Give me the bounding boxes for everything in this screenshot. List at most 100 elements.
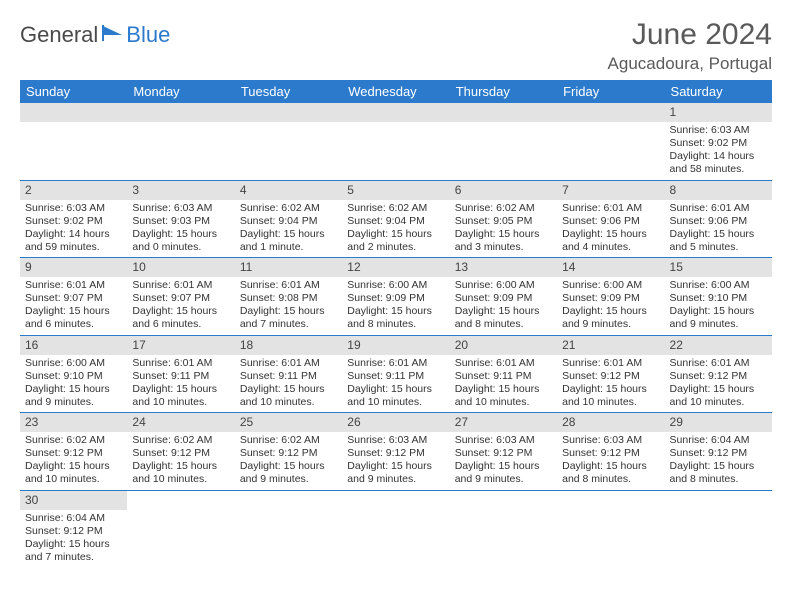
day-body: Sunrise: 6:01 AMSunset: 9:08 PMDaylight:… — [235, 277, 342, 335]
calendar-cell: 11Sunrise: 6:01 AMSunset: 9:08 PMDayligh… — [235, 258, 342, 336]
sunrise-text: Sunrise: 6:04 AM — [25, 512, 123, 525]
sunrise-text: Sunrise: 6:01 AM — [25, 279, 123, 292]
sunrise-text: Sunrise: 6:01 AM — [562, 202, 660, 215]
calendar-row: 16Sunrise: 6:00 AMSunset: 9:10 PMDayligh… — [20, 335, 772, 413]
sunrise-text: Sunrise: 6:02 AM — [240, 202, 338, 215]
sunrise-text: Sunrise: 6:03 AM — [455, 434, 553, 447]
day-number-bar — [235, 103, 342, 122]
day-body: Sunrise: 6:01 AMSunset: 9:11 PMDaylight:… — [235, 355, 342, 413]
sunrise-text: Sunrise: 6:02 AM — [25, 434, 123, 447]
calendar-cell — [450, 490, 557, 567]
calendar-cell: 21Sunrise: 6:01 AMSunset: 9:12 PMDayligh… — [557, 335, 664, 413]
day-number: 6 — [450, 181, 557, 200]
day-body: Sunrise: 6:02 AMSunset: 9:04 PMDaylight:… — [342, 200, 449, 258]
calendar-cell: 22Sunrise: 6:01 AMSunset: 9:12 PMDayligh… — [665, 335, 772, 413]
sunrise-text: Sunrise: 6:01 AM — [670, 357, 768, 370]
sunset-text: Sunset: 9:12 PM — [25, 447, 123, 460]
day-number: 12 — [342, 258, 449, 277]
day-number-bar — [557, 491, 664, 510]
day-body: Sunrise: 6:00 AMSunset: 9:10 PMDaylight:… — [20, 355, 127, 413]
day-header: Saturday — [665, 80, 772, 103]
sunrise-text: Sunrise: 6:00 AM — [670, 279, 768, 292]
day-header: Monday — [127, 80, 234, 103]
daylight-text: Daylight: 15 hours and 10 minutes. — [240, 383, 338, 409]
daylight-text: Daylight: 15 hours and 10 minutes. — [455, 383, 553, 409]
month-title: June 2024 — [608, 18, 772, 52]
daylight-text: Daylight: 15 hours and 6 minutes. — [132, 305, 230, 331]
day-header: Wednesday — [342, 80, 449, 103]
day-number: 27 — [450, 413, 557, 432]
sunset-text: Sunset: 9:08 PM — [240, 292, 338, 305]
day-body: Sunrise: 6:01 AMSunset: 9:11 PMDaylight:… — [450, 355, 557, 413]
sunset-text: Sunset: 9:11 PM — [455, 370, 553, 383]
location-label: Agucadoura, Portugal — [608, 54, 772, 74]
calendar-cell — [450, 103, 557, 180]
sunrise-text: Sunrise: 6:01 AM — [670, 202, 768, 215]
calendar-cell: 12Sunrise: 6:00 AMSunset: 9:09 PMDayligh… — [342, 258, 449, 336]
day-header-row: Sunday Monday Tuesday Wednesday Thursday… — [20, 80, 772, 103]
day-number: 8 — [665, 181, 772, 200]
daylight-text: Daylight: 15 hours and 0 minutes. — [132, 228, 230, 254]
sunset-text: Sunset: 9:03 PM — [132, 215, 230, 228]
calendar-cell: 24Sunrise: 6:02 AMSunset: 9:12 PMDayligh… — [127, 413, 234, 491]
day-body: Sunrise: 6:01 AMSunset: 9:06 PMDaylight:… — [665, 200, 772, 258]
sunset-text: Sunset: 9:04 PM — [240, 215, 338, 228]
calendar-cell: 5Sunrise: 6:02 AMSunset: 9:04 PMDaylight… — [342, 180, 449, 258]
day-body: Sunrise: 6:00 AMSunset: 9:09 PMDaylight:… — [450, 277, 557, 335]
day-body: Sunrise: 6:03 AMSunset: 9:03 PMDaylight:… — [127, 200, 234, 258]
day-number: 14 — [557, 258, 664, 277]
day-number: 16 — [20, 336, 127, 355]
daylight-text: Daylight: 15 hours and 5 minutes. — [670, 228, 768, 254]
calendar-cell: 30Sunrise: 6:04 AMSunset: 9:12 PMDayligh… — [20, 490, 127, 567]
day-body: Sunrise: 6:01 AMSunset: 9:06 PMDaylight:… — [557, 200, 664, 258]
day-body: Sunrise: 6:03 AMSunset: 9:12 PMDaylight:… — [342, 432, 449, 490]
calendar-cell: 17Sunrise: 6:01 AMSunset: 9:11 PMDayligh… — [127, 335, 234, 413]
calendar-cell: 25Sunrise: 6:02 AMSunset: 9:12 PMDayligh… — [235, 413, 342, 491]
daylight-text: Daylight: 15 hours and 2 minutes. — [347, 228, 445, 254]
day-body: Sunrise: 6:02 AMSunset: 9:12 PMDaylight:… — [235, 432, 342, 490]
calendar-cell: 29Sunrise: 6:04 AMSunset: 9:12 PMDayligh… — [665, 413, 772, 491]
day-body: Sunrise: 6:01 AMSunset: 9:11 PMDaylight:… — [342, 355, 449, 413]
sunset-text: Sunset: 9:12 PM — [132, 447, 230, 460]
day-header: Friday — [557, 80, 664, 103]
calendar-cell: 4Sunrise: 6:02 AMSunset: 9:04 PMDaylight… — [235, 180, 342, 258]
day-number: 29 — [665, 413, 772, 432]
sunset-text: Sunset: 9:09 PM — [347, 292, 445, 305]
day-body: Sunrise: 6:00 AMSunset: 9:10 PMDaylight:… — [665, 277, 772, 335]
calendar-cell: 14Sunrise: 6:00 AMSunset: 9:09 PMDayligh… — [557, 258, 664, 336]
calendar-table: Sunday Monday Tuesday Wednesday Thursday… — [20, 80, 772, 567]
daylight-text: Daylight: 15 hours and 10 minutes. — [132, 383, 230, 409]
sunrise-text: Sunrise: 6:01 AM — [240, 357, 338, 370]
day-number: 18 — [235, 336, 342, 355]
sunrise-text: Sunrise: 6:01 AM — [240, 279, 338, 292]
day-header: Sunday — [20, 80, 127, 103]
calendar-cell — [127, 490, 234, 567]
calendar-cell: 15Sunrise: 6:00 AMSunset: 9:10 PMDayligh… — [665, 258, 772, 336]
sunset-text: Sunset: 9:10 PM — [670, 292, 768, 305]
sunrise-text: Sunrise: 6:01 AM — [347, 357, 445, 370]
day-number-bar — [127, 491, 234, 510]
day-number: 17 — [127, 336, 234, 355]
sunrise-text: Sunrise: 6:00 AM — [347, 279, 445, 292]
day-number: 10 — [127, 258, 234, 277]
sunset-text: Sunset: 9:10 PM — [25, 370, 123, 383]
daylight-text: Daylight: 15 hours and 1 minute. — [240, 228, 338, 254]
daylight-text: Daylight: 15 hours and 4 minutes. — [562, 228, 660, 254]
day-header: Thursday — [450, 80, 557, 103]
day-body: Sunrise: 6:01 AMSunset: 9:12 PMDaylight:… — [665, 355, 772, 413]
daylight-text: Daylight: 14 hours and 58 minutes. — [670, 150, 768, 176]
day-number-bar — [127, 103, 234, 122]
day-number: 19 — [342, 336, 449, 355]
calendar-cell — [20, 103, 127, 180]
daylight-text: Daylight: 15 hours and 9 minutes. — [670, 305, 768, 331]
sunset-text: Sunset: 9:04 PM — [347, 215, 445, 228]
sunrise-text: Sunrise: 6:03 AM — [347, 434, 445, 447]
calendar-cell: 1Sunrise: 6:03 AMSunset: 9:02 PMDaylight… — [665, 103, 772, 180]
sunset-text: Sunset: 9:12 PM — [670, 370, 768, 383]
calendar-cell: 8Sunrise: 6:01 AMSunset: 9:06 PMDaylight… — [665, 180, 772, 258]
daylight-text: Daylight: 15 hours and 9 minutes. — [347, 460, 445, 486]
calendar-cell: 7Sunrise: 6:01 AMSunset: 9:06 PMDaylight… — [557, 180, 664, 258]
day-number: 26 — [342, 413, 449, 432]
day-number-bar — [450, 491, 557, 510]
sunrise-text: Sunrise: 6:01 AM — [132, 357, 230, 370]
